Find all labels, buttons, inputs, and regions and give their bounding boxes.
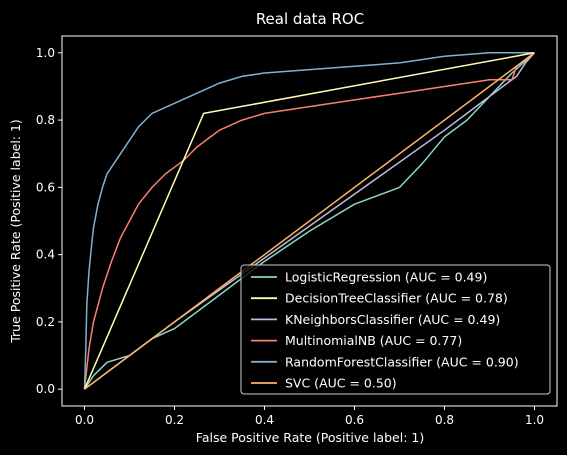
y-tick-label: 0.2 [36, 315, 55, 329]
x-tick-label: 0.2 [165, 413, 184, 427]
x-axis: 0.0 0.2 0.4 0.6 0.8 1.0 [75, 406, 544, 427]
legend-box [240, 264, 551, 395]
legend: LogisticRegression (AUC = 0.49) DecisionT… [240, 264, 551, 395]
legend-label: LogisticRegression (AUC = 0.49) [285, 270, 487, 285]
series-line-5 [84, 52, 535, 390]
chart-title: Real data ROC [256, 10, 364, 28]
legend-label: MultinomialNB (AUC = 0.77) [285, 333, 462, 348]
series-line-0 [83, 52, 536, 390]
legend-label: RandomForestClassifier (AUC = 0.90) [285, 354, 519, 369]
series-line-3 [83, 52, 535, 390]
x-tick-label: 0.6 [345, 413, 364, 427]
plot-frame [61, 35, 558, 407]
legend-label: SVC (AUC = 0.50) [285, 376, 397, 391]
y-axis-label: True Positive Rate (Positive label: 1) [8, 119, 23, 344]
y-tick-label: 1.0 [36, 46, 55, 60]
series-layer [83, 52, 536, 390]
x-axis-label: False Positive Rate (Positive label: 1) [196, 430, 424, 445]
legend-label: DecisionTreeClassifier (AUC = 0.78) [285, 291, 508, 306]
y-tick-label: 0.6 [36, 180, 55, 194]
y-axis: 0.0 0.2 0.4 0.6 0.8 1.0 [36, 46, 62, 396]
y-tick-label: 0.0 [36, 382, 55, 396]
y-tick-label: 0.8 [36, 113, 55, 127]
y-tick-label: 0.4 [36, 248, 55, 262]
legend-label: KNeighborsClassifier (AUC = 0.49) [285, 312, 500, 327]
x-tick-label: 1.0 [525, 413, 544, 427]
x-tick-label: 0.0 [75, 413, 94, 427]
series-line-2 [84, 52, 536, 390]
series-line-4 [83, 52, 535, 390]
x-tick-label: 0.4 [255, 413, 274, 427]
plot-area [61, 35, 558, 407]
series-line-1 [83, 52, 535, 390]
x-tick-label: 0.8 [435, 413, 454, 427]
